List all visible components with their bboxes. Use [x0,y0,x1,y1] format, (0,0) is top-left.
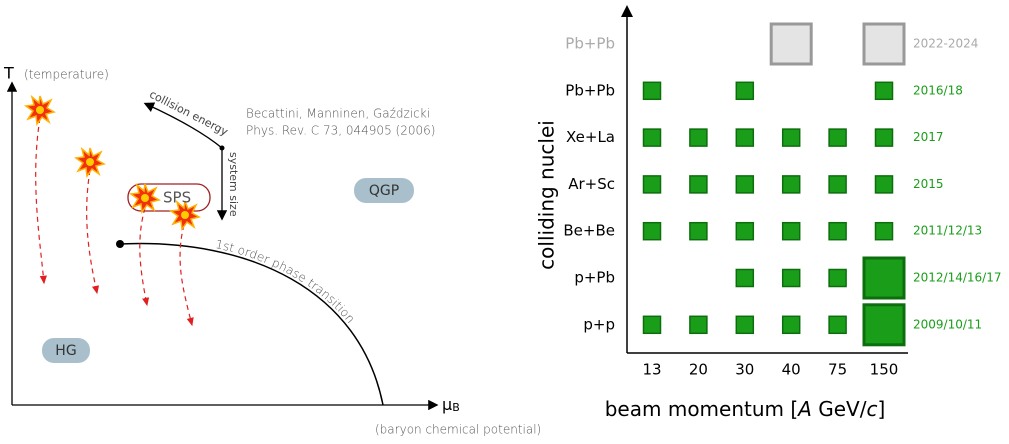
run-marker [864,305,904,345]
mu-note: (baryon chemical potential) [375,423,541,437]
run-marker [783,223,800,240]
run-marker [876,82,893,99]
run-marker [644,82,661,99]
row-label: Ar+Sc [568,175,615,193]
reference-2: Phys. Rev. C 73, 044905 (2006) [246,124,435,138]
column-label: 150 [870,361,899,379]
transition-line [120,244,383,405]
x-title-1: beam momentum [ [605,397,798,421]
transition-text: 1st order phase transition [214,237,358,326]
run-marker [876,223,893,240]
row-label: p+Pb [574,269,615,287]
run-marker [736,270,753,287]
mu: μ [442,395,452,414]
size-label: system size [227,152,240,217]
run-marker [644,223,661,240]
x-title: beam momentum [A GeV/c] [605,397,886,421]
row-label: Be+Be [563,222,615,240]
row-years: 2011/12/13 [913,224,982,238]
run-marker [736,176,753,193]
row-years: 2022-2024 [913,37,978,51]
run-marker [829,223,846,240]
row-label: Xe+La [566,128,615,146]
run-marker [690,176,707,193]
row-years: 2012/14/16/17 [913,271,1001,285]
run-marker [864,24,904,64]
row-label: p+p [583,315,615,333]
transition-label: 1st order phase transition [214,237,358,326]
run-marker [690,223,707,240]
run-marker [783,176,800,193]
mu-sub: B [452,401,460,414]
t-label: T [3,64,14,83]
run-marker [771,24,811,64]
y-title: colliding nuclei [535,120,559,270]
run-marker [736,82,753,99]
run-marker [829,270,846,287]
column-label: 30 [735,361,754,379]
run-marker [864,258,904,298]
t-note: (temperature) [24,68,109,82]
page: {"phase_diagram": { "y_axis": "T", "y_ax… [0,0,1009,444]
reference-1: Becattini, Manninen, Gaździcki [246,107,430,121]
run-marker [644,129,661,146]
sps-label: SPS [163,189,191,207]
run-marker [783,316,800,333]
column-label: 20 [689,361,708,379]
energy-label: collision energy [147,88,230,139]
data-taking: colliding nuclei beam momentum [A GeV/c]… [535,8,1002,421]
run-marker [829,176,846,193]
column-label: 40 [782,361,801,379]
figure: T (temperature) μB (baryon chemical pote… [0,0,1009,444]
row-label: Pb+Pb [565,81,615,99]
column-label: 75 [828,361,847,379]
qgp-label: QGP [369,183,399,199]
run-marker [829,129,846,146]
run-marker [876,176,893,193]
x-title-2: A [796,397,812,421]
column-label: 13 [642,361,661,379]
hg-label: HG [55,343,76,359]
run-marker [644,316,661,333]
run-marker [829,316,846,333]
row-years: 2016/18 [913,83,963,97]
run-marker [736,223,753,240]
run-marker [876,129,893,146]
run-marker [783,270,800,287]
run-marker [736,316,753,333]
row-label: Pb+Pb [565,35,615,53]
row-years: 2017 [913,130,944,144]
x-title-5: ] [877,397,885,421]
run-marker [736,129,753,146]
run-marker [690,316,707,333]
x-title-4: c [866,397,877,421]
run-marker [644,176,661,193]
row-years: 2009/10/11 [913,317,982,331]
trajectories [36,118,192,325]
critical-point [116,240,124,248]
row-years: 2015 [913,177,944,191]
run-marker [783,129,800,146]
x-title-3: GeV/ [812,397,867,421]
mu-label: μB [442,395,460,415]
phase-diagram: T (temperature) μB (baryon chemical pote… [3,64,541,437]
run-marker [690,129,707,146]
